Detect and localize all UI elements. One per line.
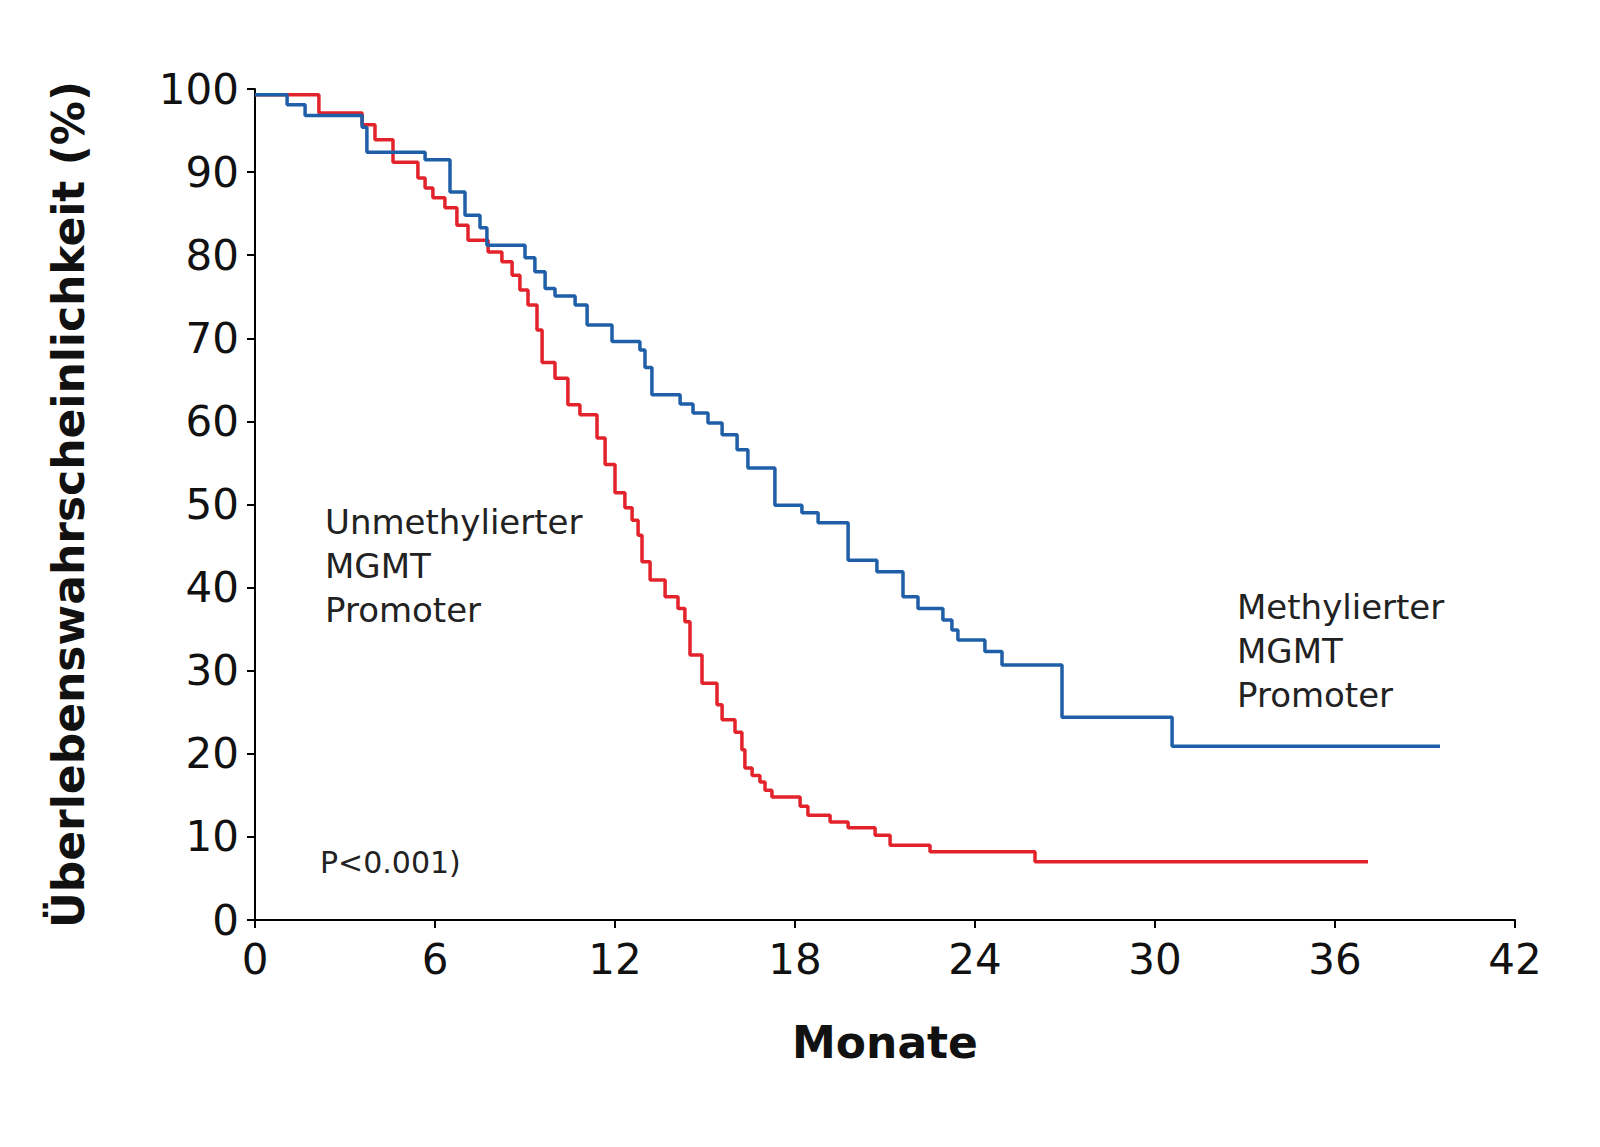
svg-text:42: 42 bbox=[1488, 935, 1541, 984]
svg-text:MGMT: MGMT bbox=[325, 546, 431, 586]
svg-text:80: 80 bbox=[186, 231, 239, 280]
svg-text:P<0.001): P<0.001) bbox=[320, 845, 461, 880]
svg-text:0: 0 bbox=[212, 896, 239, 945]
svg-text:40: 40 bbox=[186, 563, 239, 612]
svg-text:12: 12 bbox=[588, 935, 641, 984]
svg-text:18: 18 bbox=[768, 935, 821, 984]
svg-text:90: 90 bbox=[186, 148, 239, 197]
svg-text:70: 70 bbox=[186, 314, 239, 363]
svg-text:36: 36 bbox=[1308, 935, 1361, 984]
svg-text:60: 60 bbox=[186, 397, 239, 446]
svg-text:30: 30 bbox=[1128, 935, 1181, 984]
svg-text:6: 6 bbox=[422, 935, 449, 984]
svg-text:Methylierter: Methylierter bbox=[1237, 587, 1444, 627]
svg-text:Monate: Monate bbox=[792, 1017, 978, 1068]
svg-text:100: 100 bbox=[159, 65, 239, 114]
svg-text:20: 20 bbox=[186, 729, 239, 778]
svg-text:24: 24 bbox=[948, 935, 1001, 984]
svg-text:10: 10 bbox=[186, 812, 239, 861]
svg-text:Promoter: Promoter bbox=[325, 590, 481, 630]
svg-text:MGMT: MGMT bbox=[1237, 631, 1343, 671]
svg-text:Unmethylierter: Unmethylierter bbox=[325, 502, 583, 542]
svg-text:50: 50 bbox=[186, 480, 239, 529]
svg-text:0: 0 bbox=[242, 935, 269, 984]
svg-text:Promoter: Promoter bbox=[1237, 675, 1393, 715]
svg-text:Überlebenswahrscheinlichkeit (: Überlebenswahrscheinlichkeit (%) bbox=[42, 81, 94, 928]
svg-text:30: 30 bbox=[186, 646, 239, 695]
